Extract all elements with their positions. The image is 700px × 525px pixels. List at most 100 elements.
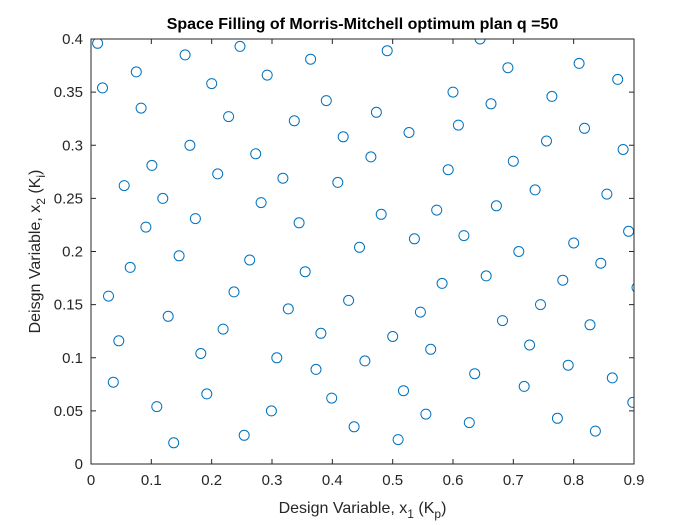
data-point xyxy=(146,159,158,171)
data-point xyxy=(189,213,201,225)
data-point xyxy=(140,221,152,233)
data-point xyxy=(217,323,229,335)
x-tick-label: 0.7 xyxy=(503,472,524,489)
data-point xyxy=(195,348,207,359)
data-point xyxy=(168,437,180,449)
data-point xyxy=(238,429,250,441)
data-point xyxy=(535,299,546,311)
x-tick-label: 0.3 xyxy=(262,472,283,489)
data-point xyxy=(546,90,558,102)
data-point xyxy=(234,40,246,52)
data-point xyxy=(513,246,525,257)
data-point xyxy=(305,53,317,65)
data-point xyxy=(343,294,355,306)
data-point xyxy=(255,197,267,209)
x-axis-label-paren-open: (K xyxy=(414,500,435,517)
data-point xyxy=(299,266,311,278)
x-tick-label: 0.6 xyxy=(443,472,464,489)
data-point xyxy=(228,286,240,298)
y-axis-label: Deisgn Variable, x2 (Ki) xyxy=(27,170,48,334)
data-point xyxy=(584,319,596,331)
data-point xyxy=(184,139,196,151)
data-point xyxy=(568,237,580,249)
data-point xyxy=(244,254,256,266)
data-point xyxy=(398,385,409,397)
data-point xyxy=(507,155,519,167)
data-point xyxy=(162,310,174,322)
data-point xyxy=(124,261,136,273)
data-point xyxy=(573,57,585,69)
y-axis-label-paren-open: (K xyxy=(27,177,44,198)
data-point xyxy=(392,434,404,446)
data-point xyxy=(320,95,332,107)
data-point xyxy=(206,78,218,90)
data-point xyxy=(403,127,415,138)
data-point xyxy=(447,86,459,98)
data-point xyxy=(469,368,481,380)
data-point xyxy=(420,408,432,420)
data-point xyxy=(458,230,470,242)
x-axis-label-paren-close: ) xyxy=(441,500,446,517)
x-axis-label-main: Design Variable, x xyxy=(279,500,408,517)
data-point xyxy=(135,102,147,114)
y-tick-label: 0.1 xyxy=(62,350,83,367)
data-point xyxy=(277,172,289,184)
y-tick-label: 0.35 xyxy=(54,84,83,101)
data-point xyxy=(337,131,349,143)
x-tick-label: 0.8 xyxy=(563,472,584,489)
data-point xyxy=(201,388,213,400)
data-point xyxy=(541,135,552,147)
x-tick-label: 0.5 xyxy=(382,472,403,489)
y-tick-label: 0.3 xyxy=(62,137,83,154)
data-point xyxy=(474,39,486,45)
data-point xyxy=(293,217,305,229)
data-point xyxy=(490,200,502,212)
data-point xyxy=(442,164,454,176)
x-tick-label: 0 xyxy=(87,472,95,489)
data-point xyxy=(480,270,492,282)
data-point xyxy=(463,417,475,429)
data-point xyxy=(606,372,618,384)
x-tick-labels: 0 0.1 0.2 0.3 0.4 0.5 0.6 0.7 0.8 0.9 xyxy=(87,472,645,489)
data-point xyxy=(414,306,426,318)
y-tick-labels: 0 0.05 0.1 0.15 0.2 0.25 0.3 0.35 0.4 xyxy=(54,31,83,473)
y-tick-label: 0.4 xyxy=(62,31,83,48)
data-point xyxy=(118,180,130,192)
y-tick-label: 0.25 xyxy=(54,190,83,207)
data-point xyxy=(631,282,634,293)
chart-title: Space Filling of Morris-Mitchell optimum… xyxy=(167,16,559,33)
y-tick-label: 0.05 xyxy=(54,403,83,420)
data-point xyxy=(332,176,344,188)
data-point xyxy=(431,204,443,216)
data-point xyxy=(370,106,382,118)
data-point xyxy=(113,335,125,347)
plot-box xyxy=(90,38,635,465)
data-point xyxy=(589,425,601,437)
data-point xyxy=(617,144,629,155)
y-tick-label: 0.2 xyxy=(62,244,83,261)
data-point xyxy=(375,208,387,220)
data-point xyxy=(436,277,448,289)
data-point xyxy=(157,192,169,204)
data-point xyxy=(579,122,590,134)
data-point xyxy=(595,257,607,269)
x-tick-label: 0.4 xyxy=(322,472,343,489)
y-tick-label: 0.15 xyxy=(54,297,83,314)
data-point xyxy=(365,151,377,163)
data-point xyxy=(223,111,235,123)
data-point xyxy=(354,241,365,253)
data-point xyxy=(497,315,508,327)
x-axis-label-paren-sub: p xyxy=(434,507,441,521)
data-point xyxy=(250,148,262,160)
data-point xyxy=(271,352,283,364)
data-point xyxy=(103,290,114,302)
data-point xyxy=(282,303,294,315)
y-axis-label-paren-sub: i xyxy=(34,175,48,178)
data-point xyxy=(97,82,108,94)
y-axis-label-sub: 2 xyxy=(34,198,48,205)
x-tick-label: 0.2 xyxy=(201,472,222,489)
data-point xyxy=(173,250,185,262)
data-point xyxy=(381,45,393,57)
